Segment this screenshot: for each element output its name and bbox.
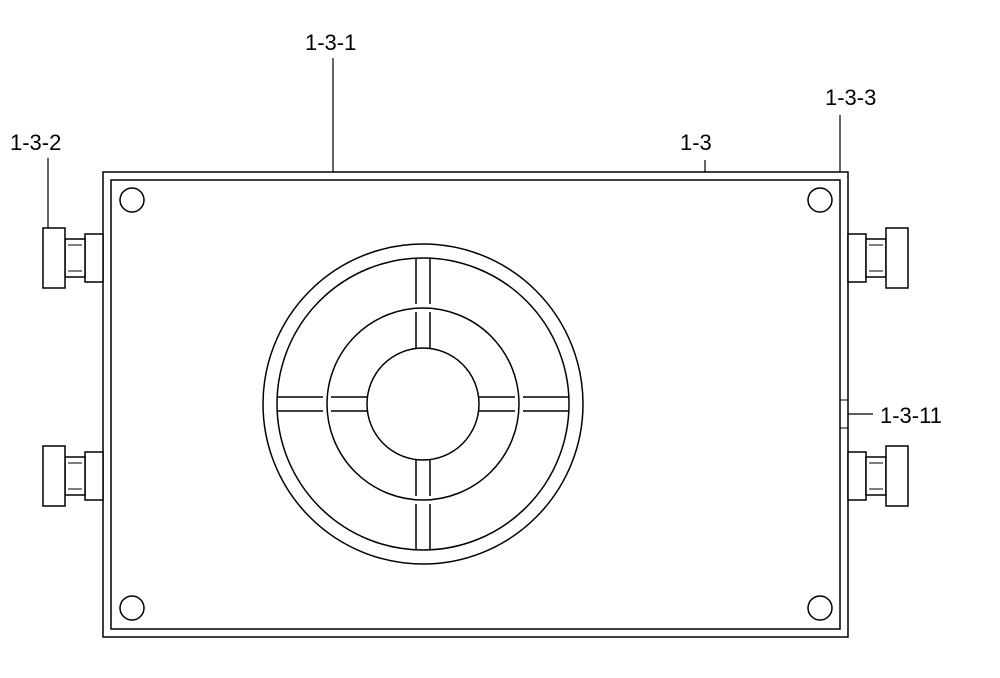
label-1-3-1: 1-3-1 <box>305 30 356 56</box>
label-1-3-2: 1-3-2 <box>10 130 61 156</box>
technical-diagram: 1-3-1 1-3-3 1-3-2 1-3 1-3-11 <box>0 0 1000 678</box>
label-1-3-3: 1-3-3 <box>825 85 876 111</box>
label-1-3-11: 1-3-11 <box>880 403 942 429</box>
label-1-3: 1-3 <box>680 130 712 156</box>
